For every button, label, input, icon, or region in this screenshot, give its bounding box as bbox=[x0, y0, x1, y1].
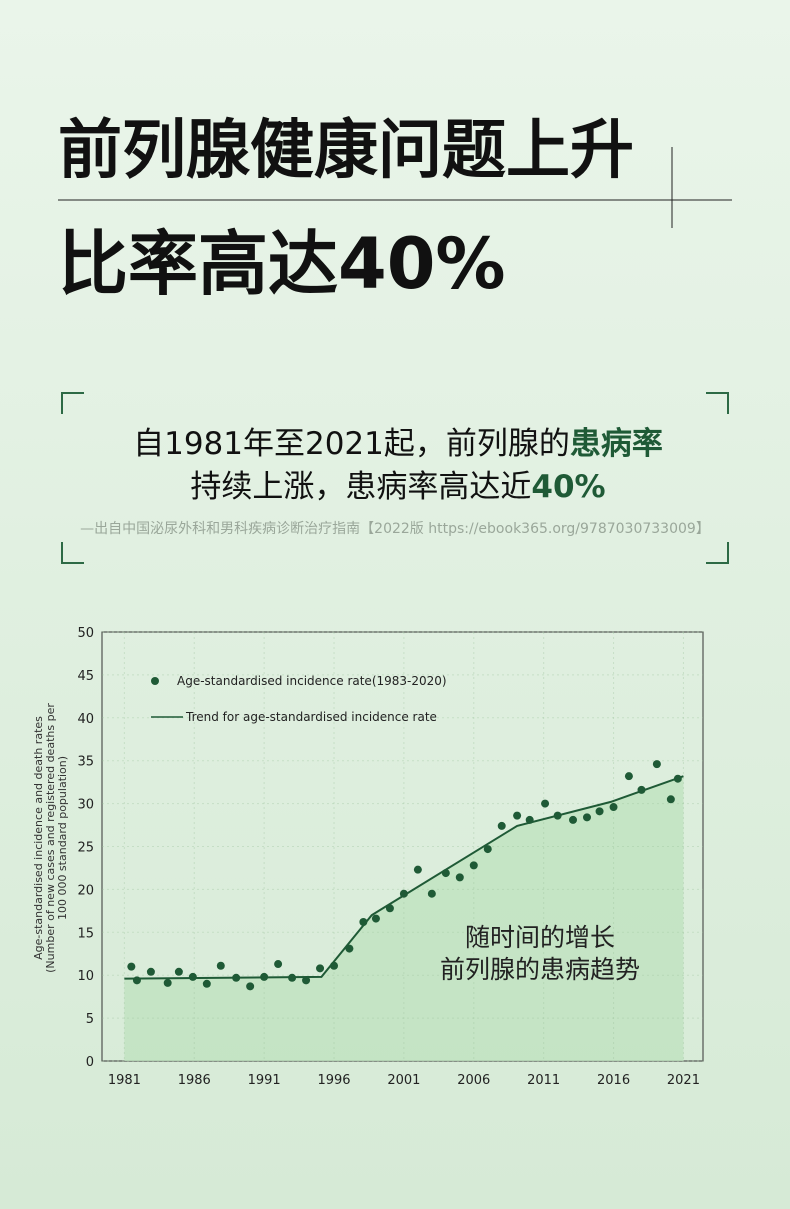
data-point bbox=[371, 914, 380, 923]
data-point bbox=[302, 976, 311, 985]
data-point bbox=[455, 873, 464, 882]
data-point bbox=[216, 961, 225, 970]
data-point bbox=[146, 967, 155, 976]
data-point bbox=[274, 960, 283, 969]
trend-line bbox=[124, 775, 684, 980]
annotation: 前列腺的患病趋势 bbox=[440, 955, 640, 984]
data-point bbox=[127, 962, 136, 971]
chart: 0 5 10 15 20 25 30 35 40 45 50 1981 1986 1991 1996 2001… bbox=[32, 626, 704, 1088]
data-point bbox=[246, 982, 255, 991]
data-point bbox=[569, 815, 578, 824]
annotation: 随时间的增长 bbox=[465, 923, 615, 952]
data-point bbox=[202, 979, 211, 988]
x-tick-label: 1991 bbox=[248, 1073, 281, 1088]
brackets bbox=[61, 392, 729, 564]
data-point bbox=[513, 811, 522, 820]
title-line: 前列腺健康问题上升 bbox=[58, 114, 634, 188]
source: —出自中国泌尿外科和男科疾病诊断治疗指南【2022版 https://ebook… bbox=[80, 521, 710, 537]
y-tick-label: 45 bbox=[77, 669, 94, 684]
data-point bbox=[483, 845, 492, 854]
legend-marker bbox=[151, 677, 159, 685]
y-tick-label: 5 bbox=[86, 1012, 94, 1027]
y-tick-label: 35 bbox=[77, 755, 94, 770]
quote-text: 自1981年至2021起，前列腺的 bbox=[133, 426, 570, 462]
data-point bbox=[413, 865, 422, 874]
y-tick-label: 0 bbox=[86, 1055, 94, 1070]
quote-highlight: 患病率 bbox=[570, 426, 663, 462]
x-tick-label: 2016 bbox=[597, 1073, 630, 1088]
y-axis-label: (Number of new cases and registered deat… bbox=[44, 703, 57, 973]
y-tick-label: 10 bbox=[77, 969, 94, 984]
x-tick-label: 1981 bbox=[108, 1073, 141, 1088]
y-axis-label: Age-standardised incidence and death rat… bbox=[32, 716, 45, 960]
data-point bbox=[582, 813, 591, 822]
y-tick-label: 40 bbox=[77, 712, 94, 727]
legend-label: Trend for age-standardised incidence rat… bbox=[185, 710, 437, 724]
title-line: 比率高达40% bbox=[58, 223, 506, 305]
data-point bbox=[541, 799, 550, 808]
data-point bbox=[609, 803, 618, 812]
trend-area bbox=[124, 776, 684, 1061]
y-tick-label: 15 bbox=[77, 926, 94, 941]
legend-label: Age-standardised incidence rate(1983-202… bbox=[177, 674, 447, 688]
x-tick-label: 2011 bbox=[527, 1073, 560, 1088]
data-point bbox=[188, 972, 197, 981]
x-tick-label: 2001 bbox=[387, 1073, 420, 1088]
data-point bbox=[497, 821, 506, 830]
data-point bbox=[652, 760, 661, 769]
y-tick-label: 20 bbox=[77, 883, 94, 898]
x-tick-label: 1996 bbox=[317, 1073, 350, 1088]
data-point bbox=[316, 964, 325, 973]
y-tick-label: 30 bbox=[77, 798, 94, 813]
data-point bbox=[427, 889, 436, 898]
x-tick-label: 2006 bbox=[457, 1073, 490, 1088]
data-point bbox=[163, 978, 172, 987]
quote-text: 持续上涨，患病率高达近 bbox=[190, 469, 531, 505]
y-axis-label: 100 000 standard population) bbox=[56, 756, 69, 920]
data-point bbox=[469, 861, 478, 870]
y-tick-label: 50 bbox=[77, 626, 94, 641]
data-point bbox=[595, 807, 604, 816]
data-point bbox=[624, 772, 633, 781]
data-point bbox=[666, 795, 675, 804]
x-tick-label: 1986 bbox=[178, 1073, 211, 1088]
y-tick-label: 25 bbox=[77, 841, 94, 856]
x-tick-label: 2021 bbox=[667, 1073, 700, 1088]
quote-line: 持续上涨，患病率高达近40% bbox=[190, 469, 605, 505]
quote-highlight: 40% bbox=[531, 469, 605, 505]
data-point bbox=[174, 967, 183, 976]
quote-line: 自1981年至2021起，前列腺的患病率 bbox=[133, 426, 663, 462]
